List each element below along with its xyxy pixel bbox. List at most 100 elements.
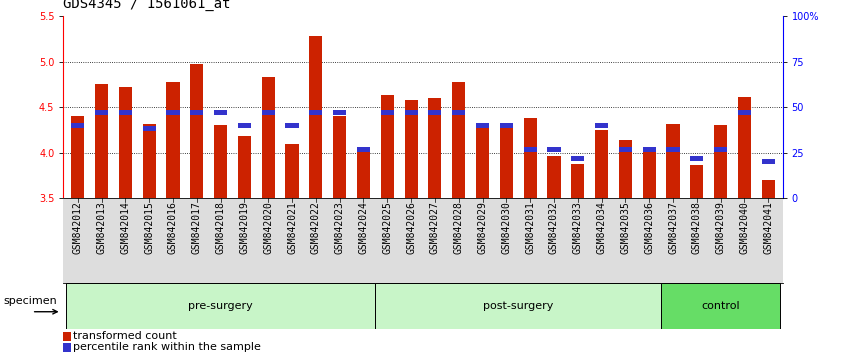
Bar: [261, 110, 275, 115]
Text: GSM842017: GSM842017: [192, 201, 202, 254]
Text: GSM842013: GSM842013: [96, 201, 107, 254]
Bar: [190, 110, 203, 115]
Bar: [690, 156, 703, 161]
Bar: [381, 110, 394, 115]
Bar: [71, 123, 85, 128]
Text: GSM842029: GSM842029: [477, 201, 487, 254]
Bar: [500, 123, 513, 128]
Text: GSM842024: GSM842024: [359, 201, 369, 254]
Bar: [524, 147, 536, 152]
Text: GSM842041: GSM842041: [763, 201, 773, 254]
Bar: [667, 124, 679, 198]
Text: GSM842025: GSM842025: [382, 201, 393, 254]
Text: GSM842033: GSM842033: [573, 201, 583, 254]
Text: GSM842019: GSM842019: [239, 201, 250, 254]
Text: GSM842022: GSM842022: [310, 201, 321, 254]
Text: GSM842023: GSM842023: [335, 201, 344, 254]
Bar: [738, 97, 751, 198]
Bar: [595, 130, 608, 198]
Text: control: control: [701, 301, 740, 311]
Text: GSM842016: GSM842016: [168, 201, 178, 254]
Bar: [118, 87, 132, 198]
Text: GSM842020: GSM842020: [263, 201, 273, 254]
Text: GSM842031: GSM842031: [525, 201, 536, 254]
Bar: [357, 147, 370, 152]
Bar: [167, 110, 179, 115]
Text: pre-surgery: pre-surgery: [188, 301, 253, 311]
Bar: [167, 81, 179, 198]
Text: GSM842035: GSM842035: [620, 201, 630, 254]
Bar: [333, 116, 346, 198]
Text: GSM842032: GSM842032: [549, 201, 559, 254]
Text: GSM842012: GSM842012: [73, 201, 83, 254]
Bar: [238, 123, 251, 128]
Bar: [714, 125, 728, 198]
Bar: [452, 81, 465, 198]
Bar: [428, 110, 442, 115]
Bar: [310, 36, 322, 198]
Bar: [190, 64, 203, 198]
Bar: [285, 123, 299, 128]
Bar: [118, 110, 132, 115]
Bar: [761, 180, 775, 198]
Text: GSM842021: GSM842021: [287, 201, 297, 254]
Bar: [66, 283, 376, 329]
Bar: [381, 95, 394, 198]
Bar: [547, 156, 561, 198]
Bar: [547, 147, 561, 152]
Bar: [95, 110, 108, 115]
Text: post-surgery: post-surgery: [483, 301, 553, 311]
Text: GSM842037: GSM842037: [668, 201, 678, 254]
Text: GSM842018: GSM842018: [216, 201, 226, 254]
Text: GSM842014: GSM842014: [120, 201, 130, 254]
Bar: [661, 283, 780, 329]
Bar: [738, 110, 751, 115]
Bar: [143, 126, 156, 131]
Bar: [524, 118, 536, 198]
Bar: [476, 123, 489, 128]
Bar: [143, 124, 156, 198]
Bar: [571, 164, 585, 198]
Text: GSM842026: GSM842026: [406, 201, 416, 254]
Bar: [714, 147, 728, 152]
Text: GSM842034: GSM842034: [596, 201, 607, 254]
Bar: [618, 147, 632, 152]
Bar: [95, 84, 108, 198]
Text: GSM842027: GSM842027: [430, 201, 440, 254]
Bar: [476, 124, 489, 198]
Bar: [285, 144, 299, 198]
Bar: [333, 110, 346, 115]
Bar: [761, 159, 775, 164]
Bar: [71, 116, 85, 198]
Bar: [63, 332, 70, 341]
Bar: [238, 136, 251, 198]
Bar: [214, 110, 228, 115]
Text: GSM842030: GSM842030: [502, 201, 511, 254]
Bar: [261, 77, 275, 198]
Bar: [571, 156, 585, 161]
Text: GSM842015: GSM842015: [144, 201, 154, 254]
Bar: [357, 147, 370, 198]
Bar: [428, 98, 442, 198]
Text: GDS4345 / 1561061_at: GDS4345 / 1561061_at: [63, 0, 231, 11]
Bar: [618, 140, 632, 198]
Text: GSM842039: GSM842039: [716, 201, 726, 254]
Text: specimen: specimen: [3, 296, 57, 306]
Text: percentile rank within the sample: percentile rank within the sample: [73, 342, 261, 352]
Bar: [667, 147, 679, 152]
Bar: [452, 110, 465, 115]
Bar: [404, 100, 418, 198]
Bar: [63, 343, 70, 352]
Bar: [404, 110, 418, 115]
Bar: [643, 151, 656, 198]
Bar: [310, 110, 322, 115]
Text: transformed count: transformed count: [73, 331, 177, 341]
Bar: [214, 125, 228, 198]
Text: GSM842040: GSM842040: [739, 201, 750, 254]
Bar: [690, 165, 703, 198]
Bar: [376, 283, 661, 329]
Text: GSM842038: GSM842038: [692, 201, 702, 254]
Bar: [643, 147, 656, 152]
Text: GSM842028: GSM842028: [453, 201, 464, 254]
Bar: [595, 123, 608, 128]
